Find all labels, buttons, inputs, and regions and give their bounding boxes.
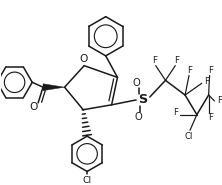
- Text: F: F: [188, 66, 192, 75]
- Text: F: F: [204, 77, 209, 86]
- Text: O: O: [132, 78, 140, 88]
- Text: F: F: [208, 113, 213, 122]
- Text: F: F: [217, 96, 222, 105]
- Text: S: S: [138, 93, 148, 106]
- Text: O: O: [29, 102, 37, 112]
- Text: F: F: [174, 56, 179, 65]
- Polygon shape: [43, 84, 65, 91]
- Text: F: F: [173, 108, 178, 117]
- Text: Cl: Cl: [83, 176, 92, 185]
- Text: Cl: Cl: [185, 132, 193, 141]
- Text: O: O: [134, 112, 142, 122]
- Text: F: F: [152, 56, 157, 65]
- Text: O: O: [79, 54, 87, 64]
- Text: F: F: [208, 66, 213, 75]
